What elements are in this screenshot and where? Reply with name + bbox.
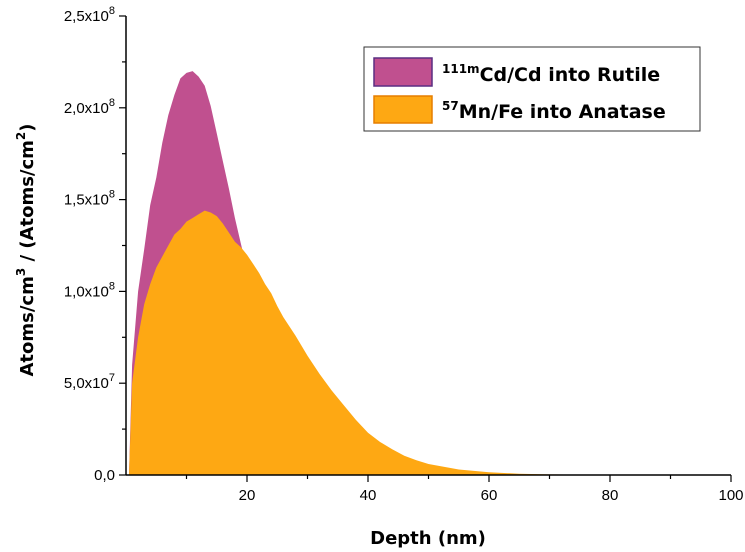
y-tick-label: 1,0x108: [64, 280, 115, 300]
legend: 111mCd/Cd into Rutile 57Mn/Fe into Anata…: [363, 46, 701, 132]
y-tick-label: 2,0x108: [64, 97, 115, 117]
x-tick-label: 100: [718, 487, 743, 504]
x-ticks-group: 20 40 60 80 100: [185, 475, 744, 504]
x-tick-label: 40: [360, 487, 377, 504]
legend-label-rutile-sup: 111m: [442, 62, 480, 76]
y-axis-title-suffix: ): [17, 123, 38, 131]
y-tick-label: 5,0x107: [64, 372, 115, 392]
y-axis-title-prefix: Atoms/cm: [17, 276, 38, 376]
y-tick-label: 0,0: [94, 467, 115, 484]
plot-series-group: [129, 71, 731, 475]
legend-label-rutile-text: Cd/Cd into Rutile: [480, 64, 661, 86]
x-tick-label: 60: [481, 487, 498, 504]
y-ticks-group: 0,0 5,0x107 1,0x108 1,5x108 2,0x108 2,5x108: [64, 5, 126, 484]
legend-label-anatase: 57Mn/Fe into Anatase: [442, 99, 666, 123]
legend-swatch-anatase: [373, 95, 433, 124]
y-axis-title-sup1: 3: [14, 268, 28, 276]
y-tick-label: 2,5x108: [64, 5, 115, 25]
legend-label-rutile: 111mCd/Cd into Rutile: [442, 62, 660, 86]
x-tick-label: 20: [239, 487, 256, 504]
x-tick-label: 80: [602, 487, 619, 504]
y-tick-label: 1,5x108: [64, 189, 115, 209]
legend-label-anatase-sup: 57: [442, 99, 459, 113]
y-axis-title: Atoms/cm3 / (Atoms/cm2): [14, 123, 38, 376]
legend-swatch-rutile: [373, 57, 433, 87]
y-axis-title-middle: / (Atoms/cm: [17, 140, 38, 268]
x-axis-title: Depth (nm): [370, 528, 486, 549]
y-axis-title-sup2: 2: [14, 132, 28, 140]
area-series-anatase: [129, 210, 731, 475]
legend-label-anatase-text: Mn/Fe into Anatase: [459, 101, 666, 123]
